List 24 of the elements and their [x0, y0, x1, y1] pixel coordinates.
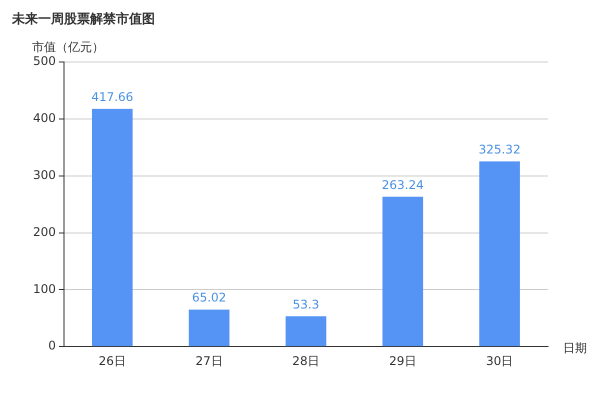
x-tick-label: 29日 [389, 354, 416, 368]
data-label: 417.66 [91, 90, 134, 104]
x-tick-label: 27日 [195, 354, 223, 368]
data-label: 65.02 [192, 290, 226, 305]
y-tick-label: 400 [33, 111, 56, 126]
x-tick-label: 26日 [98, 354, 126, 368]
x-tick-label: 30日 [486, 354, 514, 368]
y-tick-label: 300 [33, 168, 56, 182]
data-label: 325.32 [478, 142, 521, 157]
y-tick-label: 500 [33, 54, 56, 68]
y-tick-label: 100 [33, 282, 56, 296]
y-tick-label: 200 [33, 224, 56, 239]
x-axis-title: 日期 [563, 340, 587, 357]
y-tick-label: 0 [48, 338, 56, 353]
bar [479, 161, 520, 346]
bar [188, 310, 230, 346]
x-tick-label: 28日 [292, 354, 320, 368]
data-label: 53.3 [292, 297, 320, 312]
bar [286, 316, 326, 346]
bar [382, 196, 424, 346]
bar [92, 108, 133, 346]
data-label: 263.24 [382, 178, 424, 192]
y-axis-title: 市值（亿元） [32, 39, 104, 56]
chart-title: 未来一周股票解禁市值图 [12, 10, 155, 28]
